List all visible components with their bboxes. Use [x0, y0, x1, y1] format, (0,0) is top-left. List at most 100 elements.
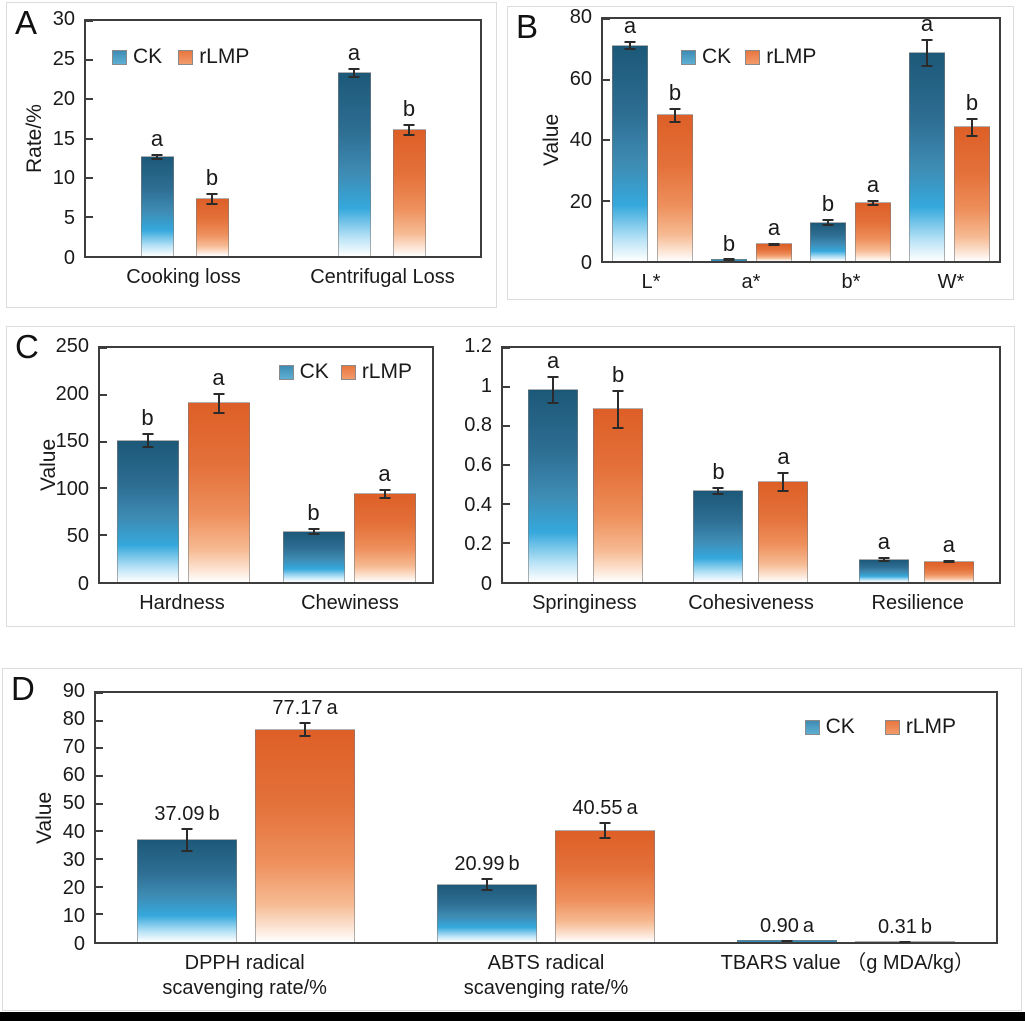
y-tick-label: 150: [55, 430, 89, 453]
error-bar-cap: [712, 487, 724, 490]
y-tick-mark: [96, 692, 103, 694]
legend-item-ck: CK: [278, 360, 329, 384]
y-tick-mark: [86, 98, 93, 101]
legend: CK rLMP: [681, 45, 816, 69]
significance-letter: a: [547, 348, 560, 374]
y-tick-label: 20: [62, 876, 85, 899]
legend-label: rLMP: [199, 45, 250, 68]
legend-item-rlmp: rLMP: [340, 360, 412, 384]
legend-label: CK: [133, 45, 163, 68]
y-tick-label: 1: [480, 374, 492, 397]
error-bar-cap: [142, 446, 153, 449]
chart-color-values: Value 0 20 40 60 80 a b b a b a a b CK rLMP L* a* b* W*: [508, 6, 1013, 299]
error-bar: [552, 376, 555, 404]
y-tick-mark: [503, 503, 510, 506]
y-tick-label: 0: [63, 247, 75, 269]
legend-label: CK: [702, 45, 732, 68]
error-bar-cap: [624, 41, 636, 44]
bar-rlmp-1: a: [353, 463, 416, 582]
y-tick-label: 50: [62, 792, 85, 815]
bar-rlmp-2: a: [855, 173, 891, 261]
value-label: 77.17 a: [272, 697, 338, 720]
error-bar-cap: [151, 153, 163, 156]
error-bar: [312, 527, 315, 536]
error-bar-cap: [379, 489, 390, 492]
error-bar: [617, 389, 620, 430]
y-tick-label: 90: [62, 680, 85, 702]
y-tick-mark: [100, 393, 107, 396]
error-bar-cap: [403, 134, 415, 137]
bottom-border-bar: [0, 1012, 1025, 1021]
category-label: Springiness: [532, 592, 637, 614]
legend-item-rlmp: rLMP: [745, 45, 816, 69]
y-tick-label: 30: [52, 8, 75, 30]
significance-letter: a: [378, 461, 391, 487]
legend-label: rLMP: [361, 360, 412, 383]
bar-rlmp-1: b: [392, 97, 426, 256]
y-tick-label: 10: [62, 904, 85, 927]
value-label: 20.99 b: [454, 853, 520, 876]
error-bar-cap: [612, 427, 624, 430]
error-bar-cap: [213, 392, 224, 395]
y-tick-label: 0: [77, 573, 89, 595]
error-bar-cap: [348, 75, 360, 78]
error-bar-cap: [403, 123, 415, 126]
y-tick-mark: [100, 487, 107, 490]
y-tick-mark: [100, 534, 107, 537]
y-tick-labels: 0 50 100 150 200 250: [28, 335, 89, 595]
panel-d: D Value 0 10 20 30 40 50 60 70 80 90 37.09 b 77.17…: [2, 668, 1022, 1011]
y-tick-label: 0.4: [464, 493, 492, 516]
error-bar: [383, 489, 386, 499]
plot-area: a b b a b a a b CK rLMP: [601, 13, 1001, 263]
y-tick-mark: [96, 775, 103, 778]
panel-b: B Value 0 20 40 60 80 a b b a b a a b CK rLMP L* a* b* W…: [507, 6, 1014, 300]
error-bar: [674, 107, 676, 123]
error-bar: [882, 557, 885, 562]
bar-ck-3: a: [909, 13, 945, 261]
bar-ck-0: b: [116, 407, 179, 582]
error-bar: [146, 433, 149, 449]
error-bar-cap: [181, 828, 193, 831]
significance-letter: b: [141, 405, 154, 431]
y-tick-mark: [100, 440, 107, 443]
legend-swatch-ck: [112, 49, 127, 65]
error-bar: [782, 471, 785, 492]
y-tick-label: 50: [66, 525, 89, 548]
x-category-labels: L* a* b* W*: [601, 270, 1001, 295]
error-bar-cap: [723, 258, 735, 261]
error-bar-cap: [547, 401, 559, 404]
bar-rlmp-0: b: [195, 167, 229, 256]
y-tick-mark: [96, 913, 103, 916]
plot-area: b a b a CK rLMP: [98, 346, 434, 584]
panel-c: C Value 0 50 100 150 200 250 b a b a CK rLMP Hardn…: [6, 326, 1015, 627]
significance-letter: a: [212, 364, 225, 390]
y-tick-mark: [100, 347, 107, 349]
plot-area: 37.09 b 77.17 a 20.99 b 40.55 a 0.90 a 0.31 b…: [94, 691, 998, 944]
legend-label: CK: [299, 360, 329, 383]
panel-letter-d: D: [11, 670, 35, 707]
bar-rlmp-2: 0.31 b: [855, 917, 955, 944]
error-bar-cap: [768, 244, 780, 247]
y-tick-mark: [86, 20, 93, 22]
y-tick-label: 30: [62, 848, 85, 871]
error-bar-cap: [867, 204, 879, 207]
error-bar-cap: [308, 527, 319, 530]
error-bar-cap: [142, 433, 153, 436]
error-bar: [211, 193, 213, 205]
y-tick-mark: [603, 78, 610, 81]
error-bar: [717, 487, 720, 496]
error-bar: [353, 68, 355, 78]
bar-ck-2: 0.90 a: [737, 916, 837, 942]
error-bar-cap: [768, 242, 780, 245]
y-tick-mark: [96, 830, 103, 833]
bar-rlmp-0: 77.17 a: [255, 698, 355, 942]
y-tick-mark: [86, 137, 93, 140]
y-tick-mark: [86, 176, 93, 179]
y-tick-label: 20: [569, 190, 592, 213]
